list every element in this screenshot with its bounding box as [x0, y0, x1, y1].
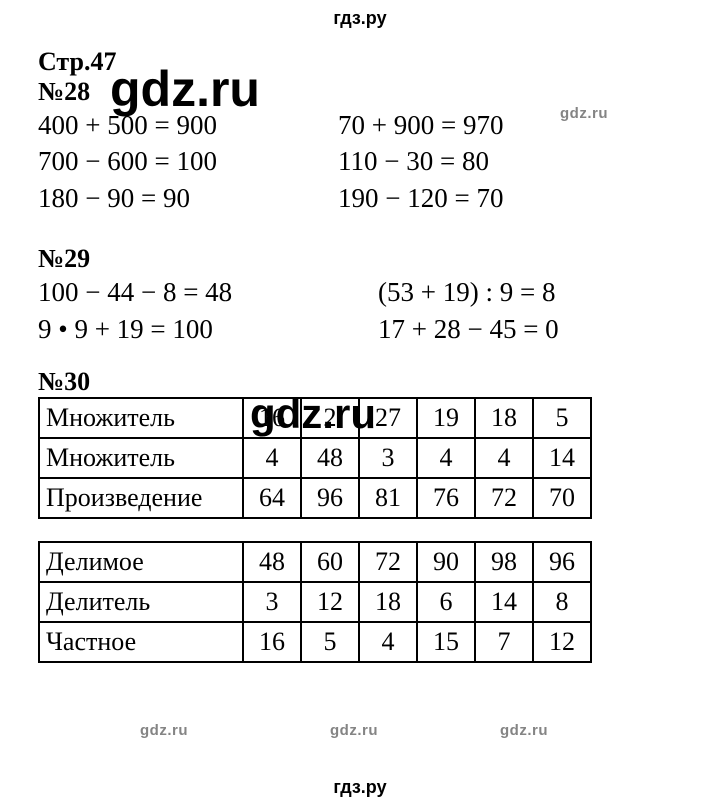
row-label: Делимое [39, 542, 243, 582]
table-cell: 64 [243, 478, 301, 518]
equation-text: 100 − 44 − 8 = 48 [38, 274, 378, 310]
task29-row: 9 • 9 + 19 = 100 17 + 28 − 45 = 0 [38, 311, 700, 347]
row-label: Произведение [39, 478, 243, 518]
table-cell: 12 [533, 622, 591, 662]
task28-row: 400 + 500 = 900 70 + 900 = 970 [38, 107, 700, 143]
table-cell: 8 [533, 582, 591, 622]
table-cell: 5 [301, 622, 359, 662]
row-label: Множитель [39, 398, 243, 438]
task-30-number: №30 [38, 367, 700, 397]
task28-row: 700 − 600 = 100 110 − 30 = 80 [38, 143, 700, 179]
row-label: Делитель [39, 582, 243, 622]
table-cell: 76 [417, 478, 475, 518]
table-cell: 4 [243, 438, 301, 478]
table-cell: 70 [533, 478, 591, 518]
table-row: Делимое 48 60 72 90 98 96 [39, 542, 591, 582]
site-footer: гдз.ру [0, 777, 720, 798]
division-table: Делимое 48 60 72 90 98 96 Делитель 3 12 … [38, 541, 592, 663]
watermark-text: gdz.ru [330, 722, 378, 739]
table-cell: 16 [243, 622, 301, 662]
table-cell: 18 [359, 582, 417, 622]
table-cell: 98 [475, 542, 533, 582]
table-cell: 14 [475, 582, 533, 622]
equation-text: 9 • 9 + 19 = 100 [38, 311, 378, 347]
table-cell: 19 [417, 398, 475, 438]
table-cell: 4 [359, 622, 417, 662]
row-label: Частное [39, 622, 243, 662]
table-cell: 16 [243, 398, 301, 438]
table-cell: 90 [417, 542, 475, 582]
equation-text: 70 + 900 = 970 [338, 107, 503, 143]
table-cell: 2 [301, 398, 359, 438]
table-cell: 6 [417, 582, 475, 622]
table-cell: 72 [359, 542, 417, 582]
table-row: Произведение 64 96 81 76 72 70 [39, 478, 591, 518]
table-cell: 4 [417, 438, 475, 478]
equation-text: 17 + 28 − 45 = 0 [378, 311, 559, 347]
task-29-number: №29 [38, 244, 700, 274]
page-reference: Стр.47 [38, 47, 700, 77]
task28-row: 180 − 90 = 90 190 − 120 = 70 [38, 180, 700, 216]
table-row: Множитель 4 48 3 4 4 14 [39, 438, 591, 478]
table-cell: 27 [359, 398, 417, 438]
table-cell: 96 [533, 542, 591, 582]
table-cell: 18 [475, 398, 533, 438]
table-cell: 14 [533, 438, 591, 478]
equation-text: 700 − 600 = 100 [38, 143, 338, 179]
table-cell: 81 [359, 478, 417, 518]
page-content: Стр.47 №28 400 + 500 = 900 70 + 900 = 97… [0, 47, 720, 663]
equation-text: 180 − 90 = 90 [38, 180, 338, 216]
table-cell: 3 [243, 582, 301, 622]
table-cell: 12 [301, 582, 359, 622]
table-cell: 96 [301, 478, 359, 518]
table-cell: 48 [243, 542, 301, 582]
table-cell: 72 [475, 478, 533, 518]
table-cell: 60 [301, 542, 359, 582]
site-header: гдз.ру [0, 0, 720, 47]
table-row: Частное 16 5 4 15 7 12 [39, 622, 591, 662]
table-cell: 7 [475, 622, 533, 662]
task-28-number: №28 [38, 77, 700, 107]
task29-row: 100 − 44 − 8 = 48 (53 + 19) : 9 = 8 [38, 274, 700, 310]
equation-text: 400 + 500 = 900 [38, 107, 338, 143]
table-cell: 48 [301, 438, 359, 478]
watermark-text: gdz.ru [140, 722, 188, 739]
table-cell: 3 [359, 438, 417, 478]
watermark-text: gdz.ru [500, 722, 548, 739]
row-label: Множитель [39, 438, 243, 478]
multiplication-table: Множитель 16 2 27 19 18 5 Множитель 4 48… [38, 397, 592, 519]
equation-text: 190 − 120 = 70 [338, 180, 503, 216]
table-cell: 5 [533, 398, 591, 438]
table-cell: 4 [475, 438, 533, 478]
table-row: Делитель 3 12 18 6 14 8 [39, 582, 591, 622]
table-row: Множитель 16 2 27 19 18 5 [39, 398, 591, 438]
table-cell: 15 [417, 622, 475, 662]
equation-text: 110 − 30 = 80 [338, 143, 489, 179]
equation-text: (53 + 19) : 9 = 8 [378, 274, 555, 310]
